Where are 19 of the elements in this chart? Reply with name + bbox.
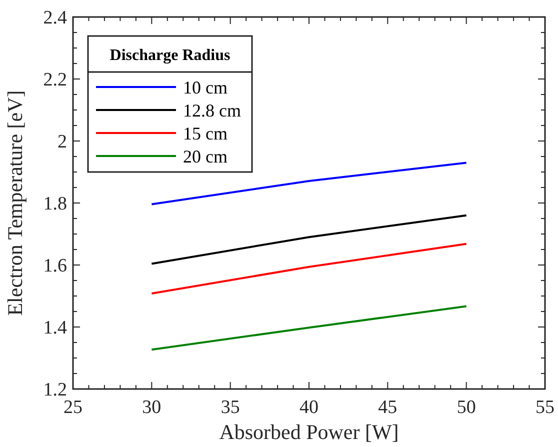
legend-title: Discharge Radius xyxy=(110,47,230,64)
y-tick-label: 2.2 xyxy=(43,70,67,91)
x-tick-label: 55 xyxy=(536,397,554,418)
legend-label: 20 cm xyxy=(183,146,228,166)
y-tick-label: 1.8 xyxy=(43,194,67,215)
x-tick-label: 40 xyxy=(300,397,318,418)
y-tick-label: 1.6 xyxy=(43,256,67,277)
x-tick-label: 50 xyxy=(456,397,476,418)
y-tick-label: 2.4 xyxy=(43,8,68,29)
y-axis-title: Electron Temperature [eV] xyxy=(3,90,27,316)
x-tick-label: 35 xyxy=(220,397,240,418)
x-axis-title: Absorbed Power [W] xyxy=(219,420,399,444)
legend-label: 15 cm xyxy=(183,123,228,144)
y-tick-label: 1.4 xyxy=(43,318,68,339)
x-tick-label: 30 xyxy=(142,397,162,418)
x-tick-label: 45 xyxy=(378,397,398,418)
legend-label: 12.8 cm xyxy=(183,100,241,120)
legend-label: 10 cm xyxy=(183,77,228,98)
y-tick-label: 2 xyxy=(58,132,67,153)
